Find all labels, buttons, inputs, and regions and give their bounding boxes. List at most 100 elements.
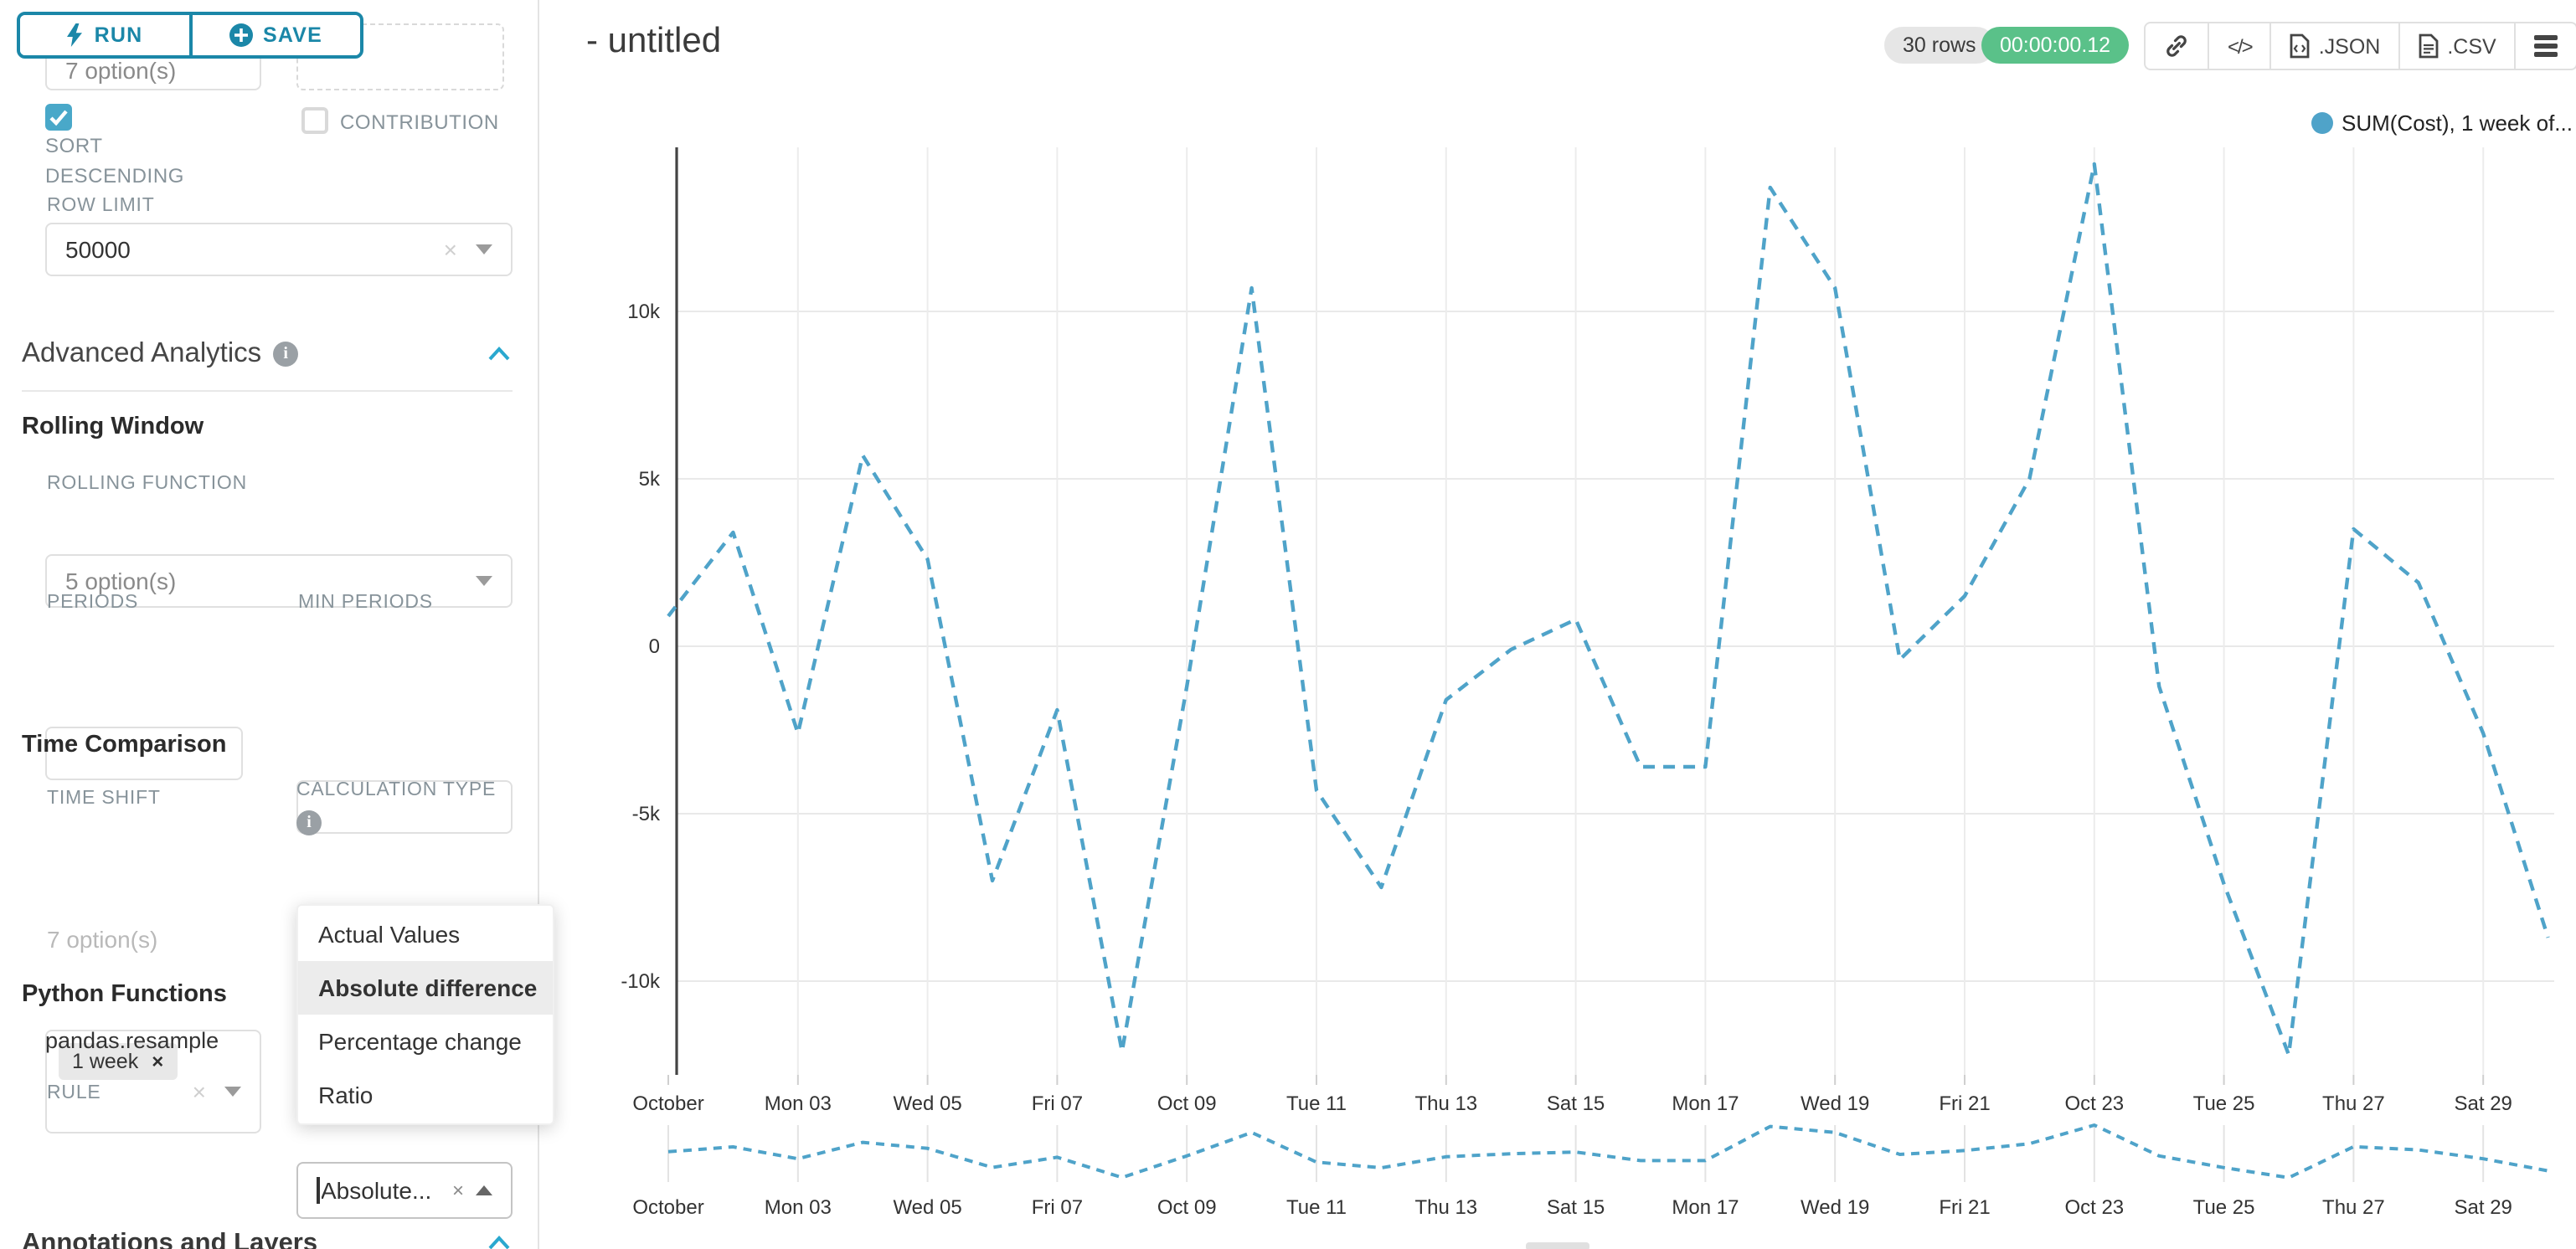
calculation-type-dropdown: Actual Values Absolute difference Percenta… bbox=[296, 904, 554, 1125]
x-tick-label: Oct 23 bbox=[2064, 1092, 2124, 1115]
export-toolbar: </> .JSON .CSV bbox=[2144, 22, 2576, 70]
mini-x-tick-label: Sat 15 bbox=[1547, 1196, 1605, 1219]
clear-icon[interactable]: × bbox=[192, 1078, 206, 1105]
row-limit-label: ROW LIMIT bbox=[47, 196, 155, 216]
save-button[interactable]: SAVE bbox=[188, 15, 360, 55]
chevron-up-icon[interactable] bbox=[476, 1185, 492, 1195]
hamburger-icon bbox=[2534, 35, 2558, 57]
view-query-button[interactable]: </> bbox=[2208, 23, 2270, 69]
calculation-type-select[interactable]: Absolute... × bbox=[296, 1162, 513, 1219]
chart-title: - untitled bbox=[586, 22, 722, 60]
calculation-type-label: CALCULATION TYPE bbox=[296, 780, 497, 800]
time-comparison-title: Time Comparison bbox=[22, 732, 227, 758]
row-limit-select[interactable]: 50000 × bbox=[45, 223, 513, 276]
dropdown-option[interactable]: Absolute difference bbox=[298, 961, 553, 1015]
mini-x-tick-label: Sat 29 bbox=[2455, 1196, 2512, 1219]
timer-badge: 00:00:00.12 bbox=[1981, 27, 2130, 64]
contribution-checkbox-row[interactable]: CONTRIBUTION bbox=[301, 107, 536, 137]
copy-link-button[interactable] bbox=[2146, 23, 2208, 69]
sidebar-panel: 7 option(s) RUN SAVE bbox=[0, 0, 554, 1249]
x-tick-label: Mon 17 bbox=[1672, 1092, 1739, 1115]
more-menu-button[interactable] bbox=[2514, 23, 2576, 69]
rolling-function-select[interactable]: 5 option(s) bbox=[45, 554, 513, 608]
chevron-down-icon[interactable] bbox=[224, 1087, 241, 1097]
export-csv-button[interactable]: .CSV bbox=[2398, 23, 2514, 69]
legend-dot-icon bbox=[2311, 112, 2333, 134]
mini-x-tick-label: Thu 27 bbox=[2322, 1196, 2385, 1219]
mini-x-tick-label: Tue 11 bbox=[1286, 1196, 1347, 1219]
time-shift-hint: 7 option(s) bbox=[47, 926, 158, 953]
run-save-button-group: RUN SAVE bbox=[17, 12, 363, 59]
plus-circle-icon bbox=[229, 23, 253, 47]
min-periods-input[interactable] bbox=[296, 780, 513, 834]
dropdown-option[interactable]: Ratio bbox=[318, 1082, 374, 1108]
row-limit-value: 50000 bbox=[65, 236, 131, 263]
mini-x-tick-label: Mon 17 bbox=[1672, 1196, 1739, 1219]
chevron-up-icon[interactable] bbox=[487, 347, 511, 362]
rolling-function-value: 5 option(s) bbox=[65, 568, 177, 594]
pandas-resample-label: pandas.resample bbox=[45, 1028, 219, 1053]
x-tick-label: Tue 25 bbox=[2193, 1092, 2255, 1115]
x-tick-label: Oct 09 bbox=[1157, 1092, 1217, 1115]
mini-x-tick-label: Mon 03 bbox=[765, 1196, 832, 1219]
y-tick-label: 5k bbox=[639, 468, 661, 491]
min-periods-label: MIN PERIODS bbox=[298, 593, 433, 613]
rolling-function-label: ROLLING FUNCTION bbox=[47, 474, 247, 494]
legend-item[interactable]: SUM(Cost), 1 week of... bbox=[2311, 111, 2573, 136]
periods-input[interactable] bbox=[45, 727, 243, 780]
annotations-title: Annotations and Layers bbox=[22, 1229, 318, 1249]
mini-x-tick-label: Fri 21 bbox=[1939, 1196, 1990, 1219]
resize-handle[interactable] bbox=[1526, 1242, 1589, 1249]
link-icon bbox=[2166, 35, 2187, 57]
chevron-down-icon[interactable] bbox=[476, 576, 492, 586]
x-tick-label: Wed 19 bbox=[1801, 1092, 1869, 1115]
chevron-up-icon[interactable] bbox=[487, 1236, 511, 1249]
chart-canvas: 10k 5k 0 -5k -10k October Mon 03 Wed 05 Fri 07 Oc… bbox=[621, 147, 2554, 1219]
mini-x-tick-label: Oct 09 bbox=[1157, 1196, 1217, 1219]
remove-tag-icon[interactable]: × bbox=[152, 1050, 164, 1073]
mini-x-tick-label: Wed 05 bbox=[893, 1196, 961, 1219]
contribution-checkbox[interactable] bbox=[301, 107, 328, 134]
run-button[interactable]: RUN bbox=[20, 15, 188, 55]
mini-x-tick-label: Fri 07 bbox=[1032, 1196, 1083, 1219]
section-divider bbox=[22, 390, 513, 392]
mini-series-line[interactable] bbox=[667, 1123, 2548, 1180]
x-tick-label: Tue 11 bbox=[1286, 1092, 1347, 1115]
dropdown-option[interactable]: Actual Values bbox=[318, 921, 461, 948]
mini-x-tick-label: Oct 23 bbox=[2064, 1196, 2124, 1219]
clear-icon[interactable]: × bbox=[451, 1179, 464, 1202]
time-shift-select[interactable]: 1 week × × bbox=[45, 1030, 261, 1133]
export-json-button[interactable]: .JSON bbox=[2269, 23, 2399, 69]
info-icon[interactable]: i bbox=[296, 810, 322, 835]
x-tick-label: Mon 03 bbox=[765, 1092, 832, 1115]
dropdown-option[interactable]: Percentage change bbox=[318, 1028, 522, 1055]
x-tick-label: Sat 15 bbox=[1547, 1092, 1605, 1115]
y-tick-label: -5k bbox=[632, 803, 661, 825]
export-json-label: .JSON bbox=[2318, 34, 2381, 58]
x-tick-label: Thu 27 bbox=[2322, 1092, 2385, 1115]
chart-panel: - untitled 30 rows 00:00:00.12 </> bbox=[539, 0, 2576, 1249]
contribution-label: CONTRIBUTION bbox=[340, 111, 499, 134]
export-csv-label: .CSV bbox=[2447, 34, 2496, 58]
advanced-analytics-title: Advanced Analytics bbox=[22, 338, 262, 368]
mini-x-tick-label: Tue 25 bbox=[2193, 1196, 2255, 1219]
mini-x-tick-label: October bbox=[632, 1196, 703, 1219]
legend-label: SUM(Cost), 1 week of... bbox=[2342, 111, 2573, 136]
info-icon[interactable]: i bbox=[273, 342, 299, 367]
mini-x-tick-label: Thu 13 bbox=[1414, 1196, 1477, 1219]
row-count-badge: 30 rows bbox=[1884, 27, 1995, 64]
lightning-icon bbox=[67, 23, 83, 47]
calculation-type-value: Absolute... bbox=[321, 1177, 432, 1204]
main-series-line bbox=[667, 162, 2550, 1057]
chevron-down-icon[interactable] bbox=[476, 244, 492, 254]
rolling-window-title: Rolling Window bbox=[22, 414, 204, 440]
sort-descending-checkbox-row[interactable]: SORT DESCENDING bbox=[45, 104, 243, 191]
code-icon: </> bbox=[2228, 34, 2254, 58]
x-tick-label: Sat 29 bbox=[2455, 1092, 2512, 1115]
sort-descending-checkbox[interactable] bbox=[45, 104, 72, 131]
save-button-label: SAVE bbox=[262, 23, 322, 47]
clear-icon[interactable]: × bbox=[443, 236, 457, 263]
x-tick-label: Wed 05 bbox=[893, 1092, 961, 1115]
rule-label: RULE bbox=[47, 1083, 101, 1103]
